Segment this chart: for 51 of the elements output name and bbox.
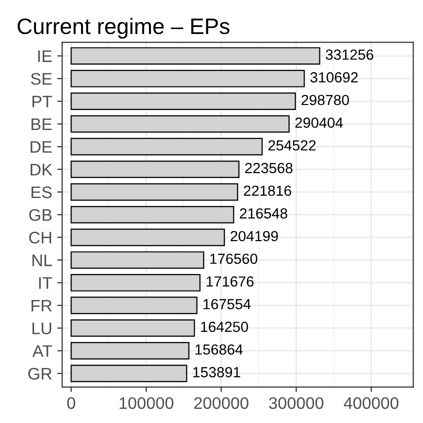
bar [70,115,290,133]
data-label: 298780 [302,94,349,106]
bar [70,138,263,156]
y-tick-label: NL [32,254,52,266]
y-tick-label: GB [29,209,52,221]
y-tick-label: AT [32,345,52,357]
data-label: 310692 [310,72,358,83]
data-label: 176560 [210,254,258,264]
bar [70,364,188,382]
y-tick-label: DK [30,164,52,176]
data-label: 290404 [295,118,343,128]
x-tick-label: 0 [67,397,76,410]
x-tick-label: 300000 [269,397,324,410]
bar [70,47,320,65]
bar [70,296,198,314]
y-tick-label: ES [32,186,52,198]
bar [70,342,190,360]
data-label: 216548 [240,208,288,219]
data-label: 153891 [193,367,240,378]
y-tick-label: BE [32,118,52,130]
data-label: 164250 [201,322,248,332]
x-tick-label: 100000 [120,397,174,410]
data-label: 167554 [204,298,251,310]
x-tick-label: 200000 [194,397,248,410]
y-tick-label: IE [38,50,52,62]
y-tick-label: CH [29,232,52,244]
data-label: 171676 [206,276,254,287]
bar [70,160,240,178]
bar [70,274,201,292]
y-tick-label: FR [32,300,52,312]
bar [70,251,204,269]
data-label: 254522 [268,140,316,151]
data-label: 204199 [230,230,278,242]
bar [70,319,195,337]
bar [70,206,234,224]
data-label: 221816 [244,186,292,196]
data-label: 156864 [196,344,243,355]
y-tick-label: IT [39,277,52,289]
bar [70,228,225,246]
bar [70,70,305,88]
bar [70,92,296,110]
bar [70,183,238,201]
y-tick-label: GR [28,368,52,380]
data-label: 331256 [326,49,374,60]
x-tick-label: 400000 [344,397,398,410]
chart-title: Current regime – EPs [18,18,230,39]
y-tick-label: LU [32,322,52,334]
y-tick-label: DE [30,141,52,153]
y-tick-label: SE [30,72,52,85]
y-tick-label: PT [32,96,52,108]
data-label: 223568 [245,162,292,174]
